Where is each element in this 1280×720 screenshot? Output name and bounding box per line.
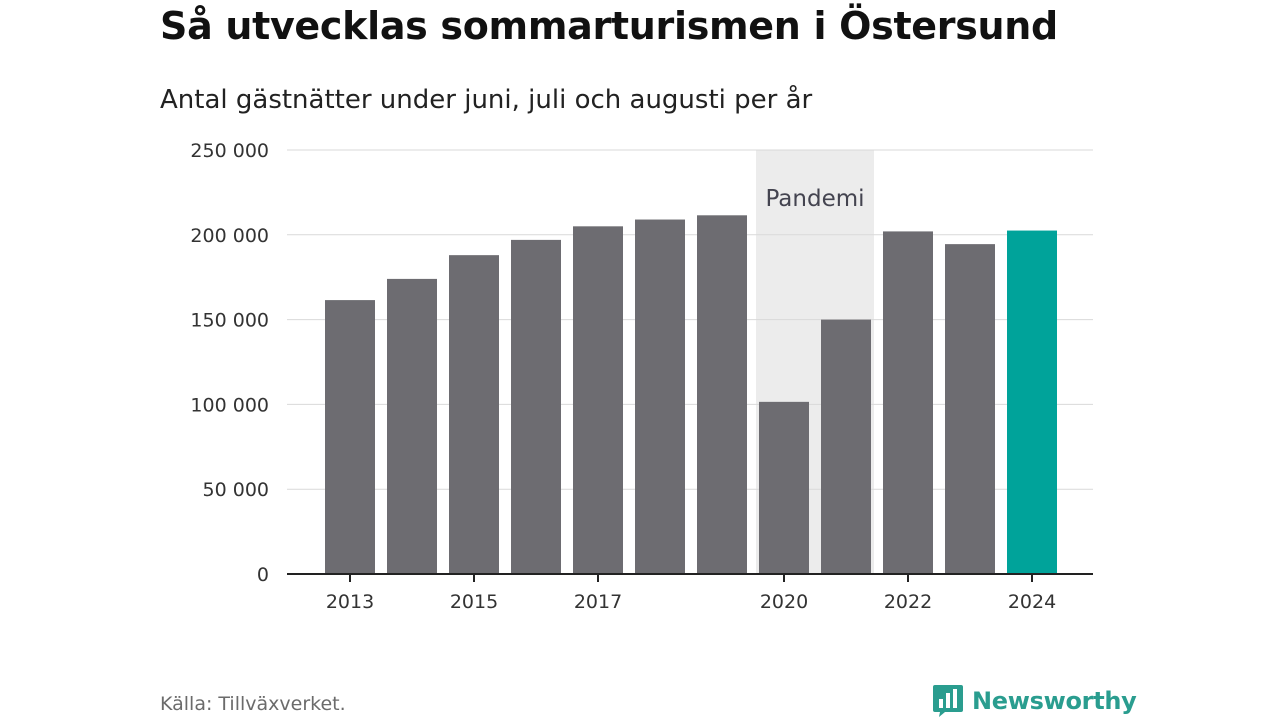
bar-2021 (821, 319, 871, 574)
y-tick-label: 150 000 (190, 310, 269, 332)
newsworthy-logo: Newsworthy (932, 684, 1137, 718)
bar-2022 (883, 231, 933, 574)
bar-2019 (697, 215, 747, 574)
y-tick-label: 50 000 (203, 479, 269, 501)
bar-2013 (325, 300, 375, 574)
x-tick-label: 2020 (760, 591, 808, 613)
x-tick-label: 2024 (1008, 591, 1056, 613)
bar-2023 (945, 244, 995, 575)
source-note: Källa: Tillväxverket. (160, 693, 346, 715)
chart-subtitle: Antal gästnätter under juni, juli och au… (160, 85, 813, 115)
bar-chart-speech-icon (933, 685, 963, 717)
bar-2017 (573, 226, 623, 574)
y-tick-label: 100 000 (190, 394, 269, 416)
x-tick-label: 2013 (326, 591, 374, 613)
y-tick-label: 200 000 (190, 225, 269, 247)
chart-title: Så utvecklas sommarturismen i Östersund (160, 4, 1058, 48)
x-tick-label: 2017 (574, 591, 622, 613)
bar-2018 (635, 219, 685, 574)
x-tick-label: 2022 (884, 591, 932, 613)
y-tick-label: 0 (257, 564, 269, 586)
bar-2015 (449, 255, 499, 575)
bar-2016 (511, 239, 561, 574)
x-tick-label: 2015 (450, 591, 498, 613)
bar-2014 (387, 278, 437, 574)
y-tick-label: 250 000 (190, 140, 269, 162)
pandemic-band-label: Pandemi (765, 186, 864, 212)
bar-2024 (1007, 230, 1057, 574)
logo-text: Newsworthy (972, 687, 1137, 715)
bar-2020 (759, 401, 809, 574)
